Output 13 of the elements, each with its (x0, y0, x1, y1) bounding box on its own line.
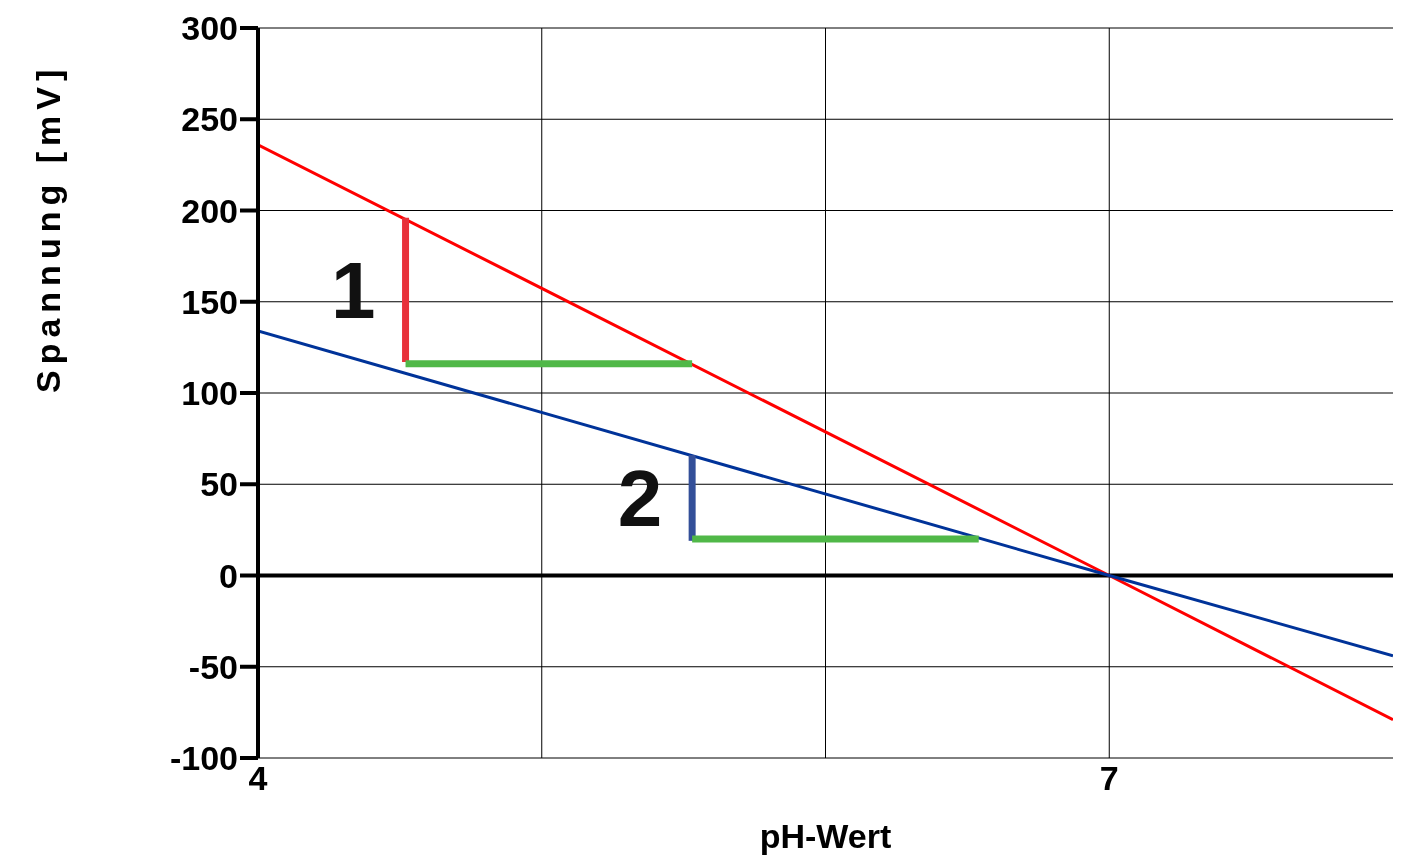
y-tick-label: -100 (169, 739, 238, 778)
x-tick-label: 7 (1099, 759, 1119, 798)
y-tick-label: 150 (181, 282, 238, 321)
y-tick-label: -50 (188, 647, 238, 686)
y-tick-label: 0 (219, 556, 238, 595)
y-tick-label: 200 (181, 191, 238, 230)
y-tick-label: 100 (181, 374, 238, 413)
x-axis-title: pH-Wert (759, 817, 892, 855)
y-tick-label: 300 (181, 9, 238, 48)
x-tick-label: 4 (248, 759, 268, 798)
y-tick-label: 50 (200, 465, 238, 504)
y-axis-title: Spannung [mV] (29, 63, 68, 393)
y-tick-label: 250 (181, 100, 238, 139)
